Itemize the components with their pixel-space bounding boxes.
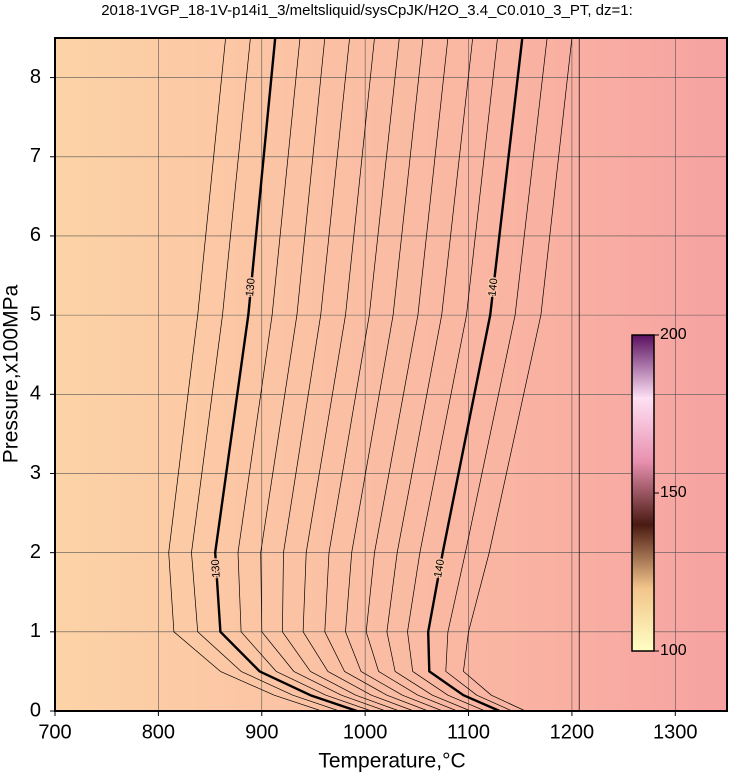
contour-line xyxy=(237,38,372,711)
contour-line xyxy=(260,38,386,711)
x-tick-label: 700 xyxy=(38,721,71,743)
x-tick-label: 900 xyxy=(245,721,278,743)
chart-title: 2018-1VGP_18-1V-p14i1_3/meltsliquid/sysC… xyxy=(101,2,633,19)
contour-label: 130 xyxy=(244,278,258,297)
contour-line xyxy=(386,38,474,711)
plot-background xyxy=(55,38,727,711)
contour-line xyxy=(345,38,443,711)
y-tick-label: 7 xyxy=(30,145,41,167)
contours: 130 130 140 140 xyxy=(168,38,580,711)
contour-line xyxy=(324,38,429,711)
y-tick-label: 4 xyxy=(30,383,41,405)
y-tick-label: 1 xyxy=(30,620,41,642)
y-tick-label: 2 xyxy=(30,541,41,563)
contour-label: 140 xyxy=(432,558,447,578)
contour-line xyxy=(168,38,322,711)
x-tick-label: 1000 xyxy=(343,721,388,743)
contour-label: 130 xyxy=(210,559,223,578)
contour-line xyxy=(302,38,414,711)
y-tick-label: 5 xyxy=(30,303,41,325)
contour-line xyxy=(213,38,358,711)
y-axis-label: Pressure,x100MPa xyxy=(0,284,23,463)
colorbar xyxy=(631,334,655,652)
contour-label: 140 xyxy=(486,278,500,298)
y-tick-label: 6 xyxy=(30,224,41,246)
contour-line xyxy=(427,38,524,711)
x-tick-label: 1200 xyxy=(550,721,595,743)
x-tick-label: 1100 xyxy=(447,721,490,743)
x-tick-label: 800 xyxy=(142,721,175,743)
colorbar-tick-label: 150 xyxy=(660,484,687,501)
y-tick-label: 0 xyxy=(30,699,41,721)
colorbar-tick-label: 200 xyxy=(660,326,687,343)
contour-line xyxy=(282,38,400,711)
contour-line xyxy=(191,38,340,711)
contour-line xyxy=(445,38,548,711)
x-axis-label: Temperature,°C xyxy=(318,750,465,773)
contour-line xyxy=(463,38,573,711)
x-tick-label: 1300 xyxy=(653,721,698,743)
contour-line xyxy=(407,38,498,711)
contour-line xyxy=(365,38,458,711)
plot-frame xyxy=(54,37,728,712)
y-tick-label: 3 xyxy=(30,462,41,484)
colorbar-tick-label: 100 xyxy=(660,642,687,659)
y-tick-label: 8 xyxy=(30,66,41,88)
